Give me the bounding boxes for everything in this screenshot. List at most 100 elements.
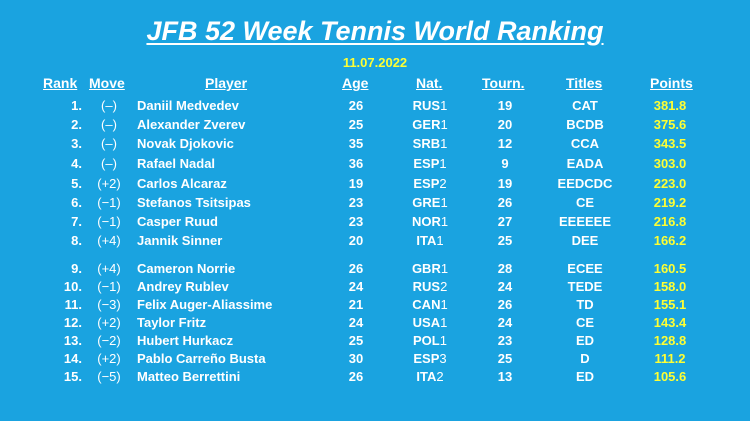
table-cell-points: 216.8 — [653, 214, 687, 229]
nat-number: 1 — [439, 333, 447, 348]
table-cell-titles: EADA — [566, 156, 604, 171]
table-cell-age: 30 — [348, 351, 364, 366]
header-points: Points — [650, 75, 693, 91]
table-row: 14. (+2) Pablo Carreño Busta 30 ESP3 25 D 111.2 — [0, 351, 750, 369]
table-cell-age: 23 — [348, 195, 364, 210]
table-cell-titles: EEEEEE — [558, 214, 612, 229]
table-cell-move: (–) — [101, 136, 117, 151]
table-cell-tourn: 26 — [497, 297, 513, 312]
nat-number: 1 — [440, 297, 448, 312]
table-cell-player: Matteo Berrettini — [137, 369, 241, 384]
nat-code: GBR — [411, 261, 441, 276]
table-cell-titles: EEDCDC — [557, 176, 613, 191]
table-cell-titles: ED — [575, 369, 595, 384]
table-cell-tourn: 12 — [497, 136, 513, 151]
nat-code: ESP — [413, 176, 440, 191]
table-cell-titles: CCA — [570, 136, 600, 151]
table-cell-age: 26 — [348, 369, 364, 384]
table-cell-player: Andrey Rublev — [137, 279, 229, 294]
table-cell-tourn: 24 — [497, 279, 513, 294]
table-cell-rank: 14. — [63, 351, 82, 366]
nat-code: POL — [413, 333, 440, 348]
table-cell-nat: GRE1 — [400, 195, 460, 210]
table-cell-age: 36 — [348, 156, 364, 171]
table-cell-move: (−3) — [97, 297, 121, 312]
table-cell-titles: DEE — [571, 233, 599, 248]
table-cell-age: 24 — [348, 315, 364, 330]
table-cell-player: Novak Djokovic — [137, 136, 234, 151]
table-cell-rank: 11. — [64, 297, 82, 312]
table-cell-points: 143.4 — [653, 315, 687, 330]
table-cell-age: 25 — [348, 117, 364, 132]
table-cell-titles: CE — [575, 195, 595, 210]
nat-number: 1 — [436, 233, 444, 248]
nat-code: ESP — [413, 351, 440, 366]
table-row: 15. (−5) Matteo Berrettini 26 ITA2 13 ED 105.6 — [0, 369, 750, 387]
nat-number: 1 — [440, 214, 449, 229]
table-cell-age: 26 — [348, 98, 364, 113]
table-cell-tourn: 23 — [497, 333, 513, 348]
nat-number: 1 — [440, 98, 448, 113]
table-cell-player: Alexander Zverev — [137, 117, 246, 132]
table-cell-tourn: 24 — [497, 315, 513, 330]
table-cell-rank: 3. — [71, 136, 82, 151]
table-row: 10. (−1) Andrey Rublev 24 RUS2 24 TEDE 158.0 — [0, 279, 750, 297]
header-player: Player — [205, 75, 248, 91]
nat-number: 1 — [440, 261, 449, 276]
table-cell-age: 23 — [348, 214, 364, 229]
table-row: 5. (+2) Carlos Alcaraz 19 ESP2 19 EEDCDC 223.0 — [0, 176, 750, 194]
nat-code: ITA — [416, 233, 437, 248]
table-cell-tourn: 25 — [497, 233, 513, 248]
table-cell-age: 25 — [348, 333, 364, 348]
header-tourn: Tourn. — [482, 75, 525, 91]
table-cell-rank: 5. — [71, 176, 82, 191]
nat-number: 3 — [439, 351, 447, 366]
table-row: 6. (−1) Stefanos Tsitsipas 23 GRE1 26 CE 219.2 — [0, 195, 750, 213]
table-cell-titles: CE — [575, 315, 595, 330]
table-cell-nat: SRB1 — [400, 136, 460, 151]
table-row: 2. (–) Alexander Zverev 25 GER1 20 BCDB 375.6 — [0, 117, 750, 135]
table-cell-points: 166.2 — [653, 233, 687, 248]
table-row: 1. (–) Daniil Medvedev 26 RUS1 19 CAT 381.8 — [0, 98, 750, 116]
table-cell-move: (–) — [101, 98, 117, 113]
table-cell-tourn: 20 — [497, 117, 513, 132]
table-row: 9. (+4) Cameron Norrie 26 GBR1 28 ECEE 160.5 — [0, 261, 750, 279]
table-cell-points: 158.0 — [653, 279, 687, 294]
table-row: 11. (−3) Felix Auger-Aliassime 21 CAN1 26 TD 15… — [0, 297, 750, 315]
nat-code: SRB — [412, 136, 441, 151]
table-cell-nat: NOR1 — [400, 214, 460, 229]
nat-code: GRE — [412, 195, 441, 210]
ranking-date: 11.07.2022 — [342, 55, 408, 70]
header-nat: Nat. — [416, 75, 443, 91]
table-cell-rank: 10. — [63, 279, 82, 294]
table-cell-age: 35 — [348, 136, 364, 151]
table-cell-age: 20 — [348, 233, 364, 248]
table-row: 3. (–) Novak Djokovic 35 SRB1 12 CCA 343.5 — [0, 136, 750, 154]
table-cell-nat: GBR1 — [400, 261, 460, 276]
table-cell-move: (+2) — [97, 176, 121, 191]
table-cell-rank: 1. — [71, 98, 82, 113]
table-cell-rank: 13. — [63, 333, 82, 348]
table-cell-rank: 2. — [71, 117, 82, 132]
table-cell-titles: ED — [575, 333, 595, 348]
table-cell-nat: RUS1 — [400, 98, 460, 113]
header-age: Age — [342, 75, 369, 91]
table-cell-move: (−1) — [97, 195, 121, 210]
table-cell-tourn: 27 — [497, 214, 513, 229]
table-cell-rank: 6. — [71, 195, 82, 210]
table-cell-player: Cameron Norrie — [137, 261, 236, 276]
table-cell-age: 26 — [348, 261, 364, 276]
table-cell-move: (–) — [101, 117, 117, 132]
nat-number: 2 — [440, 279, 448, 294]
table-cell-points: 343.5 — [653, 136, 687, 151]
table-cell-nat: CAN1 — [400, 297, 460, 312]
table-cell-points: 381.8 — [653, 98, 687, 113]
table-cell-tourn: 9 — [501, 156, 509, 171]
table-cell-nat: ESP1 — [400, 156, 460, 171]
table-cell-titles: TD — [576, 297, 594, 312]
table-cell-tourn: 13 — [497, 369, 513, 384]
table-cell-player: Taylor Fritz — [137, 315, 207, 330]
nat-number: 1 — [440, 315, 448, 330]
table-cell-nat: ESP2 — [400, 176, 460, 191]
table-cell-titles: D — [580, 351, 590, 366]
